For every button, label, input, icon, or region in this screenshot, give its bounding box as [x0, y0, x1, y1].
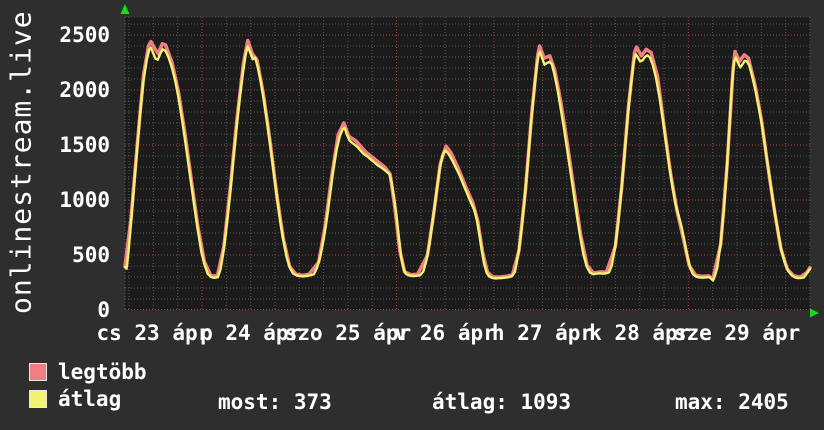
x-tick-label: szo 25 ápr [284, 321, 412, 345]
stat-most: most: 373 [218, 390, 332, 414]
plot-canvas [125, 17, 810, 310]
x-tick-label: v 26 ápr [394, 321, 496, 345]
y-axis-title: onlinestream.live [4, 10, 38, 314]
legend-label-avg: átlag [58, 387, 122, 411]
legend-item-avg: átlag [29, 387, 122, 411]
x-axis-arrow-icon [810, 308, 819, 318]
legend-label-max: legtöbb [58, 360, 147, 384]
y-tick-label: 1500 [59, 132, 110, 157]
y-tick-label: 500 [72, 242, 110, 267]
stat-atlag: átlag: 1093 [432, 390, 572, 414]
y-tick-label: 2000 [59, 77, 110, 102]
x-tick-label: sze 29 ápr [673, 321, 801, 345]
x-tick-label: cs 23 ápr [96, 321, 211, 345]
stat-max: max: 2405 [675, 390, 789, 414]
y-axis-arrow-icon [120, 4, 130, 14]
legend-swatch-max-icon [29, 363, 47, 381]
y-tick-label: 2500 [59, 22, 110, 47]
y-tick-label: 0 [97, 298, 110, 322]
series-line-avg [123, 45, 812, 282]
chart-plot-area [120, 4, 819, 318]
x-tick-label: p 24 ápr [200, 321, 302, 345]
y-tick-label: 1000 [59, 187, 110, 212]
legend-item-max: legtöbb [29, 360, 147, 384]
x-tick-label: h 27 ápr [491, 321, 594, 345]
legend-swatch-avg-icon [29, 390, 47, 408]
x-tick-label: k 28 ápr [589, 321, 691, 345]
